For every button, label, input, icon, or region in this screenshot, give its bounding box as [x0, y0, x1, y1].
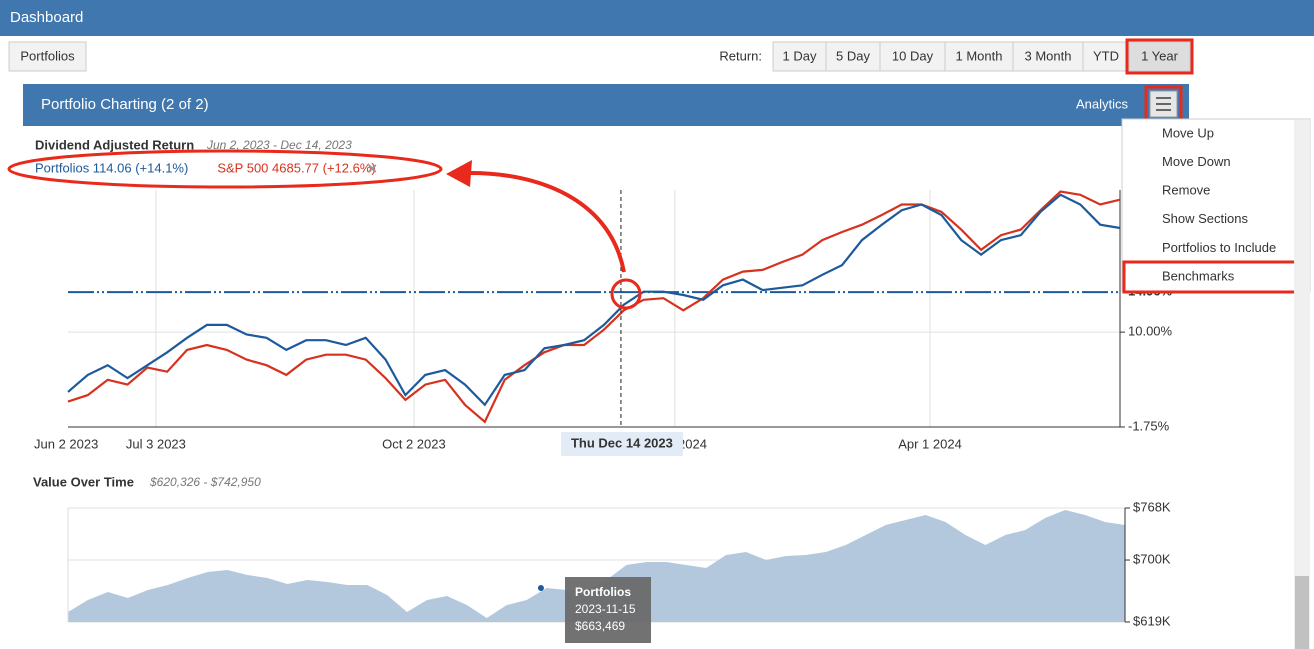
- menu-item[interactable]: Move Up: [1162, 125, 1214, 140]
- x-tick-label: Jul 3 2023: [126, 436, 186, 451]
- menu-item[interactable]: Portfolios to Include: [1162, 240, 1276, 255]
- header-title: Dashboard: [10, 9, 83, 26]
- period-button-label: 1 Day: [783, 48, 817, 63]
- period-buttons: 1 Day 5 Day 10 Day 1 Month 3 Month YTD 1 Year: [772, 38, 1194, 75]
- scrollbar-thumb[interactable]: [1295, 576, 1309, 649]
- period-button[interactable]: [944, 41, 1014, 72]
- portfolios-button[interactable]: [8, 41, 87, 72]
- y-tick-label: $619K: [1133, 613, 1171, 628]
- chart-subtitle: $620,326 - $742,950: [149, 475, 261, 489]
- period-button-label: 3 Month: [1025, 48, 1072, 63]
- x-tick-label: Apr 1 2024: [898, 436, 962, 451]
- period-button[interactable]: [1012, 41, 1084, 72]
- menu-item[interactable]: Remove: [1162, 183, 1210, 198]
- tooltip-box: [565, 577, 651, 643]
- panel-title: Portfolio Charting (2 of 2): [41, 96, 209, 113]
- menu-panel: [1121, 118, 1311, 293]
- legend-close[interactable]: [368, 164, 377, 173]
- menu-item[interactable]: Move Down: [1162, 154, 1231, 169]
- portfolios-button-label: Portfolios: [20, 48, 75, 63]
- legend-entry[interactable]: Portfolios 114.06 (+14.1%): [35, 160, 188, 175]
- annotation-ellipse: [7, 149, 443, 189]
- menu-item[interactable]: Benchmarks: [1162, 268, 1235, 283]
- period-button[interactable]: [825, 41, 881, 72]
- y-tick-label: 10.00%: [1128, 324, 1173, 339]
- chart-title: Dividend Adjusted Return: [35, 137, 194, 152]
- annotation-circle: [610, 278, 642, 310]
- crosshair-label: Thu Dec 14 2023: [571, 435, 673, 450]
- y-tick-label: -1.75%: [1128, 418, 1170, 433]
- highlight-period: [1125, 38, 1194, 75]
- context-menu: Move Up Move Down Remove Show Sections Portf…: [1121, 118, 1311, 294]
- analytics-label: Analytics: [1076, 96, 1129, 111]
- period-button-label: 1 Month: [956, 48, 1003, 63]
- period-button[interactable]: [1082, 41, 1130, 72]
- series-line: [67, 193, 1121, 407]
- menu-item[interactable]: Show Sections: [1162, 211, 1248, 226]
- y-tick-label: $700K: [1133, 551, 1171, 566]
- y-tick-label: $768K: [1133, 499, 1171, 514]
- hover-point: [537, 584, 544, 591]
- x-tick-label: Oct 2 2023: [382, 436, 446, 451]
- series-line: [67, 190, 1121, 424]
- legend-entry[interactable]: S&P 500 4685.77 (+12.6%): [217, 160, 375, 175]
- period-button-label: YTD: [1093, 48, 1119, 63]
- period-button[interactable]: [1128, 41, 1191, 72]
- crosshair-label-bg: [560, 432, 683, 456]
- period-button-label: 1 Year: [1141, 48, 1179, 63]
- series-area: [68, 510, 1125, 622]
- x-tick-label: Jun 2 2023: [34, 436, 98, 451]
- period-button-label: 10 Day: [892, 48, 934, 63]
- annotation-arrow: [465, 170, 626, 273]
- value-chart: $619K $700K $768K Portfolios 2023-11-15 $663,…: [67, 499, 1171, 643]
- annotation-arrowhead: [446, 160, 472, 187]
- scrollbar-track: [1294, 120, 1310, 649]
- panel-bar: [23, 84, 1189, 126]
- return-chart: -1.75% 10.00% Jun 2 2023 Jul 3 2023 Oct 2 20…: [34, 160, 1176, 456]
- plot-area: [68, 190, 1120, 427]
- chart-subtitle: Jun 2, 2023 - Dec 14, 2023: [206, 138, 352, 152]
- return-label: Return:: [719, 48, 762, 63]
- header-bar: [0, 0, 1314, 36]
- tooltip-date: 2023-11-15: [575, 602, 636, 616]
- tooltip-value: $663,469: [575, 619, 625, 633]
- chart-title: Value Over Time: [33, 474, 134, 489]
- tooltip-title: Portfolios: [575, 585, 631, 599]
- period-button-label: 5 Day: [836, 48, 870, 63]
- period-button[interactable]: [772, 41, 827, 72]
- menu-icon: [1156, 97, 1171, 111]
